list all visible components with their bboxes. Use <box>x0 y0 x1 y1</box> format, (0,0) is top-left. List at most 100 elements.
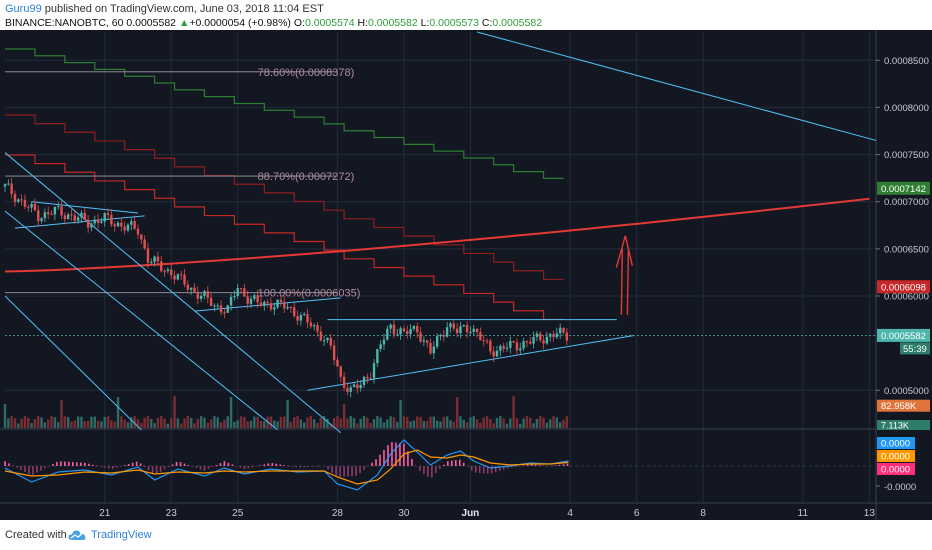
price-chart[interactable]: 78.60%(0.0008378) 88.70%(0.0007272) 100.00… <box>0 30 932 520</box>
macd-histogram-bar <box>307 466 309 467</box>
candle-body <box>56 206 60 208</box>
macd-histogram-bar <box>339 466 341 477</box>
symbol-line: BINANCE:NANOBTC, 60 0.0005582 ▲+0.000005… <box>5 17 542 29</box>
volume-bar <box>276 421 279 428</box>
volume-badge <box>877 399 930 412</box>
volume-bar <box>386 419 389 428</box>
volume-bar <box>206 422 209 428</box>
low-value: 0.0005573 <box>429 17 479 29</box>
macd-histogram-bar <box>470 466 473 471</box>
volume-bar <box>96 420 100 428</box>
symbol-interval[interactable]: BINANCE:NANOBTC, 60 <box>5 17 124 29</box>
macd-histogram-bar <box>335 466 337 477</box>
candle-body <box>163 271 166 273</box>
macd-histogram-bar <box>458 459 461 466</box>
candle-body <box>549 334 552 337</box>
macd-histogram-bar <box>20 466 22 470</box>
volume-bar <box>432 416 436 428</box>
candle-body <box>213 305 216 307</box>
volume-bar <box>329 423 332 428</box>
candle-body <box>249 298 253 304</box>
candle-body <box>329 337 332 346</box>
volume-bar <box>37 416 40 428</box>
volume-bar <box>213 416 216 428</box>
candle-body <box>53 206 57 215</box>
high-value: 0.0005582 <box>368 17 418 29</box>
candle-body <box>316 325 319 332</box>
author-link[interactable]: Guru99 <box>5 3 42 15</box>
candle-body <box>179 274 183 276</box>
volume-bar <box>143 417 146 428</box>
candle-body <box>246 296 249 304</box>
volume-bar <box>166 423 170 428</box>
price-badge <box>877 280 930 294</box>
volume-bar <box>462 419 465 428</box>
red-step-line <box>5 154 564 321</box>
macd-value-label: 0.0000 <box>881 465 910 476</box>
macd-histogram-bar <box>347 466 349 477</box>
volume-bar <box>482 417 485 428</box>
candle-body <box>489 340 492 352</box>
macd-histogram-bar <box>279 464 282 466</box>
candle-body <box>286 306 289 309</box>
volume-bar <box>525 416 529 428</box>
open-value: 0.0005574 <box>304 17 355 29</box>
macd-histogram-bar <box>68 461 70 466</box>
volume-bar <box>289 422 293 428</box>
candle-body <box>193 287 196 292</box>
volume-bar <box>17 423 20 428</box>
tradingview-link[interactable]: TradingView <box>91 529 152 541</box>
volume-bar <box>136 419 140 428</box>
macd-histogram-bar <box>32 466 34 475</box>
candle-body <box>70 214 73 216</box>
volume-bar <box>259 420 263 428</box>
candle-body <box>362 376 366 385</box>
fib-level-label: 100.00%(0.0006035) <box>258 288 361 300</box>
volume-bar <box>56 422 60 428</box>
volume-bar <box>293 417 296 428</box>
candle-body <box>189 287 193 290</box>
macd-histogram-bar <box>131 462 134 466</box>
macd-histogram-bar <box>550 465 553 467</box>
macd-histogram-bar <box>534 464 537 466</box>
candle-body <box>326 337 329 341</box>
volume-bar <box>30 423 33 428</box>
volume-bar <box>123 419 126 428</box>
volume-bar <box>515 418 519 428</box>
price-axis-label: 0.0008000 <box>884 103 929 114</box>
macd-histogram-bar <box>259 465 262 466</box>
volume-bar <box>356 423 359 428</box>
macd-histogram-bar <box>151 466 154 474</box>
volume-bar <box>236 420 239 428</box>
macd-histogram-bar <box>235 466 238 467</box>
time-axis-label: 23 <box>166 508 178 519</box>
volume-bar <box>535 418 539 428</box>
macd-histogram-bar <box>510 466 513 468</box>
candle-body <box>289 306 293 308</box>
volume-bar <box>196 418 200 428</box>
candle-body <box>283 301 286 309</box>
volume-bar <box>379 417 382 428</box>
volume-bar <box>475 419 479 428</box>
macd-histogram-bar <box>482 466 485 474</box>
candle-body <box>120 222 123 227</box>
macd-histogram-bar <box>558 464 561 466</box>
volume-bar <box>216 417 219 428</box>
volume-bar <box>342 403 346 428</box>
candle-body <box>276 299 279 308</box>
volume-bar <box>302 422 306 428</box>
candle-body <box>269 303 273 310</box>
tradingview-cloud-icon[interactable] <box>68 528 88 541</box>
volume-bar <box>100 421 103 428</box>
volume-bar <box>455 397 459 428</box>
macd-histogram-bar <box>191 466 194 467</box>
candle-body <box>419 332 422 342</box>
volume-bar <box>382 422 386 428</box>
macd-histogram-bar <box>387 445 389 466</box>
chart-header: Guru99 published on TradingView.com, Jun… <box>0 0 932 30</box>
candle-body <box>532 336 535 344</box>
volume-bar <box>156 417 160 428</box>
candle-body <box>472 328 475 332</box>
candle-body <box>219 305 223 313</box>
green-step-line <box>5 48 564 180</box>
